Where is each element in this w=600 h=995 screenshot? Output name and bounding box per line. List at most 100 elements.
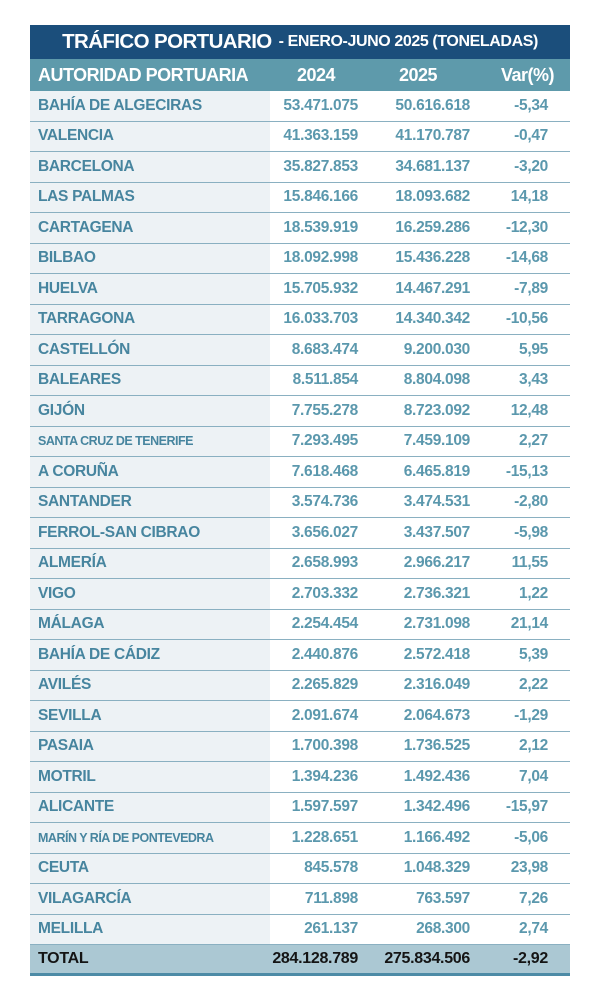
port-name: SANTA CRUZ DE TENERIFE [30, 426, 270, 456]
value-cell: 7.618.468 [291, 462, 359, 480]
value-cell: -5,34 [514, 96, 548, 114]
value-cell: 15.436.228 [395, 249, 470, 267]
value-cell: 1.048.329 [403, 859, 471, 877]
port-name: SANTANDER [30, 487, 270, 517]
table-row: MELILLA 261.137 268.300 2,74 [30, 914, 570, 945]
value-cell: 14.467.291 [395, 279, 470, 297]
value-cell: -12,30 [505, 218, 548, 236]
port-name: CARTAGENA [30, 213, 270, 243]
value-cell: 1.736.525 [403, 737, 471, 755]
value-cell: 1.166.492 [403, 828, 471, 846]
table-header-row: AUTORIDAD PORTUARIA 2024 2025 Var(%) [30, 59, 570, 91]
value-cell: 2,27 [519, 432, 548, 450]
column-header-2025: 2025 [398, 64, 438, 85]
port-name: CEUTA [30, 853, 270, 883]
value-cell: 18.093.682 [395, 188, 470, 206]
value-cell: 2.703.332 [291, 584, 359, 602]
value-cell: 16.033.703 [283, 310, 358, 328]
title-main: TRÁFICO PORTUARIO [62, 30, 272, 53]
value-cell: 3.437.507 [403, 523, 471, 541]
value-cell: 23,98 [510, 859, 549, 877]
port-name: CASTELLÓN [30, 335, 270, 365]
value-cell: 261.137 [304, 920, 358, 938]
value-cell: -1,29 [514, 706, 548, 724]
port-name: BAHÍA DE CÁDIZ [30, 640, 270, 670]
title-subtitle: - ENERO-JUNO 2025 (TONELADAS) [278, 33, 539, 50]
table-row: GIJÓN 7.755.278 8.723.092 12,48 [30, 396, 570, 427]
value-cell: -7,89 [514, 279, 548, 297]
value-cell: 7.755.278 [291, 401, 359, 419]
port-name: MOTRIL [30, 762, 270, 792]
port-name: HUELVA [30, 274, 270, 304]
value-cell: 2.731.098 [403, 615, 471, 633]
table-row: PASAIA 1.700.398 1.736.525 2,12 [30, 731, 570, 762]
table-title-bar: TRÁFICO PORTUARIO - ENERO-JUNO 2025 (TON… [30, 25, 570, 59]
table-row: BAHÍA DE ALGECIRAS 53.471.075 50.616.618 -5… [30, 91, 570, 122]
column-header-2024: 2024 [296, 64, 336, 85]
port-name: MARÍN Y RÍA DE PONTEVEDRA [30, 823, 270, 853]
value-cell: 18.539.919 [283, 218, 358, 236]
value-cell: 9.200.030 [403, 340, 471, 358]
table-row: SANTA CRUZ DE TENERIFE 7.293.495 7.459.109… [30, 426, 570, 457]
port-name: A CORUÑA [30, 457, 270, 487]
value-cell: -5,98 [514, 523, 548, 541]
value-cell: 2.572.418 [403, 645, 471, 663]
value-cell: 18.092.998 [283, 249, 358, 267]
value-cell: 41.170.787 [395, 127, 470, 145]
port-name: ALMERÍA [30, 548, 270, 578]
port-name: BARCELONA [30, 152, 270, 182]
value-cell: 5,95 [519, 340, 548, 358]
value-cell: 2.736.321 [403, 584, 471, 602]
value-cell: 1.228.651 [291, 828, 359, 846]
value-cell: 3,43 [519, 371, 548, 389]
port-name: MELILLA [30, 914, 270, 944]
value-cell: 41.363.159 [283, 127, 358, 145]
table-row: ALMERÍA 2.658.993 2.966.217 11,55 [30, 548, 570, 579]
value-cell: 34.681.137 [395, 157, 470, 175]
port-name: VALENCIA [30, 121, 270, 151]
port-name: GIJÓN [30, 396, 270, 426]
value-cell: 2.064.673 [403, 706, 471, 724]
value-cell: 711.898 [304, 889, 358, 907]
value-cell: 12,48 [510, 401, 549, 419]
value-cell: 2,12 [519, 737, 548, 755]
table-row: MOTRIL 1.394.236 1.492.436 7,04 [30, 762, 570, 793]
table-row: BAHÍA DE CÁDIZ 2.440.876 2.572.418 5,39 [30, 640, 570, 671]
table-row: LAS PALMAS 15.846.166 18.093.682 14,18 [30, 182, 570, 213]
port-name: BILBAO [30, 243, 270, 273]
value-cell: 14.340.342 [395, 310, 470, 328]
value-cell: 3.474.531 [403, 493, 471, 511]
value-cell: -5,06 [514, 828, 548, 846]
port-name: TARRAGONA [30, 304, 270, 334]
column-header-var: Var(%) [500, 64, 555, 85]
value-cell: 1.342.496 [403, 798, 471, 816]
value-cell: 53.471.075 [283, 96, 358, 114]
value-cell: -14,68 [505, 249, 548, 267]
table-row: A CORUÑA 7.618.468 6.465.819 -15,13 [30, 457, 570, 488]
port-name: MÁLAGA [30, 609, 270, 639]
value-cell: -15,13 [505, 462, 548, 480]
value-cell: 1.700.398 [291, 737, 359, 755]
value-cell: 845.578 [304, 859, 358, 877]
value-cell: 6.465.819 [403, 462, 471, 480]
value-cell: 2,74 [519, 920, 548, 938]
value-cell: 2.254.454 [291, 615, 359, 633]
table-row: SEVILLA 2.091.674 2.064.673 -1,29 [30, 701, 570, 732]
table-row: CARTAGENA 18.539.919 16.259.286 -12,30 [30, 213, 570, 244]
value-cell: 11,55 [511, 554, 549, 572]
value-cell: 2.265.829 [291, 676, 359, 694]
value-cell: -15,97 [505, 798, 548, 816]
value-cell: 268.300 [416, 920, 470, 938]
value-cell: -0,47 [514, 127, 548, 145]
table-row: BILBAO 18.092.998 15.436.228 -14,68 [30, 243, 570, 274]
port-name: VIGO [30, 579, 270, 609]
table-row: TARRAGONA 16.033.703 14.340.342 -10,56 [30, 304, 570, 335]
value-cell: 15.705.932 [283, 279, 358, 297]
table-row: MÁLAGA 2.254.454 2.731.098 21,14 [30, 609, 570, 640]
value-cell: 7.293.495 [291, 432, 359, 450]
table-body: BAHÍA DE ALGECIRAS 53.471.075 50.616.618 -5… [30, 91, 570, 945]
table-row: MARÍN Y RÍA DE PONTEVEDRA 1.228.651 1.166.… [30, 823, 570, 854]
value-cell: 2.316.049 [403, 676, 471, 694]
value-cell: 15.846.166 [283, 188, 358, 206]
value-cell: 2.658.993 [291, 554, 359, 572]
